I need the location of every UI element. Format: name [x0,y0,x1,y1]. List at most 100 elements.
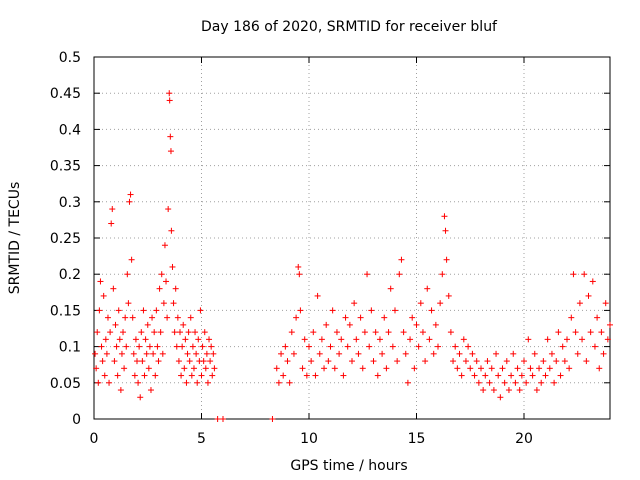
data-point [97,278,104,285]
data-points [92,90,613,422]
data-point [376,336,383,343]
y-tick-label: 0.3 [59,195,81,211]
data-point [190,365,197,372]
data-point [516,387,523,394]
data-point [177,329,183,336]
data-point [499,365,506,372]
data-point [398,256,405,263]
data-point [187,314,194,321]
data-point [490,387,497,394]
data-point [121,365,128,372]
data-point [426,336,433,343]
data-point [282,343,289,350]
data-point [189,343,196,350]
data-point [454,365,461,372]
data-point [323,321,330,328]
data-point [306,343,312,350]
data-point [179,343,186,350]
data-point [151,329,158,336]
data-point [374,372,381,379]
data-point [351,300,358,307]
data-point [178,372,185,379]
data-point [422,358,429,365]
data-point [208,343,215,350]
axis-ticks [93,56,610,420]
data-point [140,307,147,314]
data-point [355,350,362,357]
data-point [392,307,398,314]
data-point [154,343,161,350]
data-point [297,307,304,314]
data-point [452,343,459,350]
x-axis-label: GPS time / hours [290,458,407,474]
data-point [359,365,366,372]
data-point [125,300,132,307]
data-point [480,387,487,394]
data-point [138,329,145,336]
data-point [501,379,508,386]
data-point [396,271,403,278]
data-point [280,372,287,379]
data-point [333,329,340,336]
data-point [115,307,122,314]
grid-lines [94,57,610,419]
y-tick-labels: 0 0.05 0.1 0.15 0.2 0.25 0.3 0.35 0.4 0.45 0.5 [50,50,81,428]
data-point [598,329,605,336]
data-point [310,329,317,336]
data-point [198,372,205,379]
x-tick-label: 10 [300,431,318,447]
data-point [214,416,221,422]
data-point [482,372,489,379]
data-point [462,358,469,365]
data-point [180,321,187,328]
data-point [589,278,596,285]
data-point [168,227,175,234]
data-point [288,329,295,336]
data-point [467,365,474,372]
data-point [548,350,555,357]
data-point [153,307,160,314]
data-point [542,372,549,379]
data-point [510,350,517,357]
data-point [357,314,364,321]
data-point [312,372,319,379]
data-point [161,242,168,249]
x-tick-label: 20 [515,431,533,447]
data-point [98,343,105,350]
data-point [175,358,182,365]
data-point [136,343,143,350]
y-tick-label: 0.25 [50,231,81,247]
data-point [318,336,325,343]
data-point [200,358,207,365]
data-point [144,321,151,328]
data-point [104,314,111,321]
data-point [143,350,150,357]
data-point [495,372,502,379]
y-axis-label: SRMTID / TECUs [7,182,23,295]
data-point [206,336,213,343]
data-point [435,343,441,350]
data-point [188,372,195,379]
data-point [568,314,575,321]
data-point [579,336,586,343]
data-point [158,271,165,278]
data-point [169,263,176,270]
data-point [389,343,396,350]
data-point [130,350,137,357]
data-point [402,350,409,357]
data-point [131,372,138,379]
data-point [430,350,437,357]
data-point [150,350,157,357]
data-point [172,285,179,292]
data-point [564,336,570,343]
data-point [400,329,407,336]
y-tick-label: 0.1 [59,340,81,356]
data-point [103,350,110,357]
data-point [174,314,181,321]
data-point [531,350,538,357]
y-tick-label: 0.15 [50,303,81,319]
data-point [424,285,431,292]
data-point [273,365,280,372]
data-point [553,358,560,365]
data-point [155,358,162,365]
